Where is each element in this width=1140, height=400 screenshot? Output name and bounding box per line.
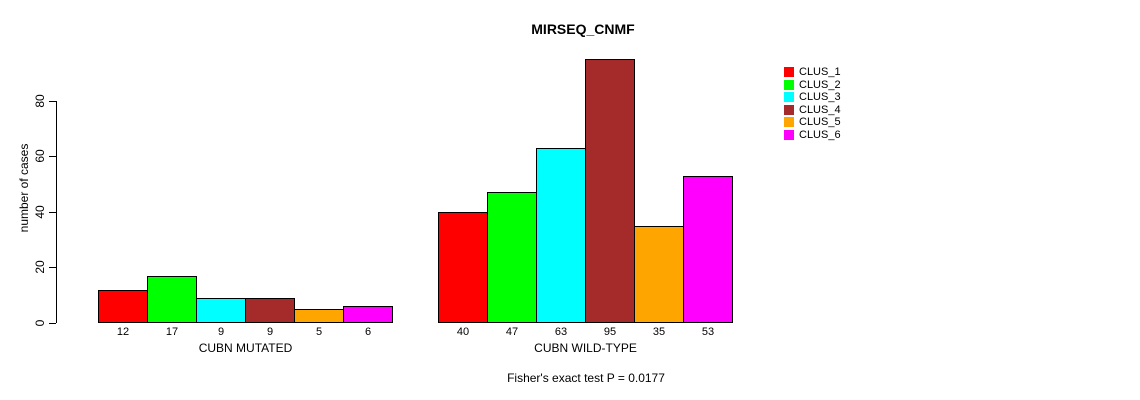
legend-swatch-icon [784,92,794,103]
bar-value-label: 6 [364,326,372,338]
bar-value-label: 40 [456,326,470,338]
y-axis-label: number of cases [17,143,31,233]
legend-entry-clus_1: CLUS_1 [784,66,841,79]
bar-clus_2-group1 [147,275,197,323]
bar-clus_3-group2 [536,148,586,323]
bar-value-label: 5 [315,326,323,338]
bar-clus_5-group1 [294,309,344,323]
legend-entry-clus_2: CLUS_2 [784,79,841,92]
y-tick [49,211,56,213]
y-tick [49,100,56,102]
chart-title: MIRSEQ_CNMF [531,21,635,37]
bar-clus_4-group1 [245,298,295,323]
y-tick-label: 0 [33,319,47,327]
y-tick [49,156,56,158]
bar-value-label: 9 [217,326,225,338]
bar-clus_2-group2 [487,192,537,323]
legend-label: CLUS_3 [799,91,841,104]
legend-label: CLUS_1 [799,66,841,79]
bar-clus_1-group2 [438,211,488,323]
legend-label: CLUS_4 [799,103,841,116]
legend-entry-clus_3: CLUS_3 [784,91,841,104]
legend: CLUS_1 CLUS_2 CLUS_3 CLUS_4 CLUS_5 CLUS_6 [784,66,841,141]
y-tick-label: 60 [33,149,47,164]
legend-swatch-icon [784,67,794,78]
y-axis-line [56,100,57,323]
bar-value-label: 12 [116,326,130,338]
bar-value-label: 53 [701,326,715,338]
bar-clus_1-group1 [98,289,148,323]
bar-value-label: 63 [554,326,568,338]
legend-label: CLUS_2 [799,78,841,91]
legend-entry-clus_5: CLUS_5 [784,116,841,129]
bar-value-label: 95 [603,326,617,338]
y-tick [49,323,56,324]
bar-clus_3-group1 [196,298,246,323]
bar-value-label: 9 [266,326,274,338]
legend-swatch-icon [784,79,794,90]
group-label: CUBN WILD-TYPE [534,341,637,355]
y-tick-label: 80 [33,94,47,108]
y-tick-label: 20 [33,260,47,275]
y-tick-label: 40 [33,205,47,219]
y-tick [49,267,56,269]
bar-clus_6-group1 [343,306,393,323]
bar-value-label: 17 [165,326,179,338]
bar-clus_4-group2 [585,59,635,323]
bar-clus_6-group2 [683,175,733,323]
legend-swatch-icon [784,129,794,140]
legend-entry-clus_4: CLUS_4 [784,104,841,117]
bar-clus_5-group2 [634,225,684,323]
group-label: CUBN MUTATED [198,341,293,355]
bar-value-label: 35 [652,326,666,338]
legend-entry-clus_6: CLUS_6 [784,129,841,142]
bar-value-label: 47 [505,326,519,338]
legend-label: CLUS_5 [799,116,841,129]
fisher-test-note: Fisher's exact test P = 0.0177 [507,371,665,385]
legend-label: CLUS_6 [799,128,841,141]
legend-swatch-icon [784,104,794,115]
legend-swatch-icon [784,117,794,128]
